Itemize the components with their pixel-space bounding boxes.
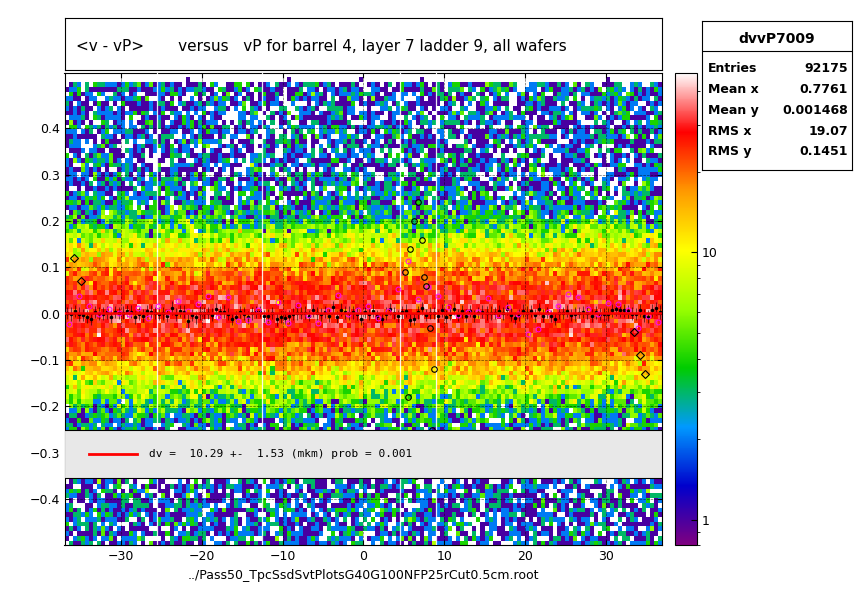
Text: 0.7761: 0.7761 — [799, 83, 848, 96]
X-axis label: ../Pass50_TpcSsdSvtPlotsG40G100NFP25rCut0.5cm.root: ../Pass50_TpcSsdSvtPlotsG40G100NFP25rCut… — [187, 569, 539, 582]
Text: RMS y: RMS y — [708, 145, 752, 158]
Text: Mean y: Mean y — [708, 104, 759, 117]
Text: <v - vP>       versus   vP for barrel 4, layer 7 ladder 9, all wafers: <v - vP> versus vP for barrel 4, layer 7… — [77, 39, 568, 54]
Text: 0.1451: 0.1451 — [799, 145, 848, 158]
Text: RMS x: RMS x — [708, 125, 752, 138]
Text: Mean x: Mean x — [708, 83, 759, 96]
Text: 0.001468: 0.001468 — [782, 104, 848, 117]
Bar — [64, 430, 662, 478]
Text: Entries: Entries — [708, 62, 757, 75]
Text: dvvP7009: dvvP7009 — [739, 32, 815, 45]
Text: dv =  10.29 +-  1.53 (mkm) prob = 0.001: dv = 10.29 +- 1.53 (mkm) prob = 0.001 — [150, 449, 413, 459]
Text: 92175: 92175 — [804, 62, 848, 75]
Text: 19.07: 19.07 — [808, 125, 848, 138]
